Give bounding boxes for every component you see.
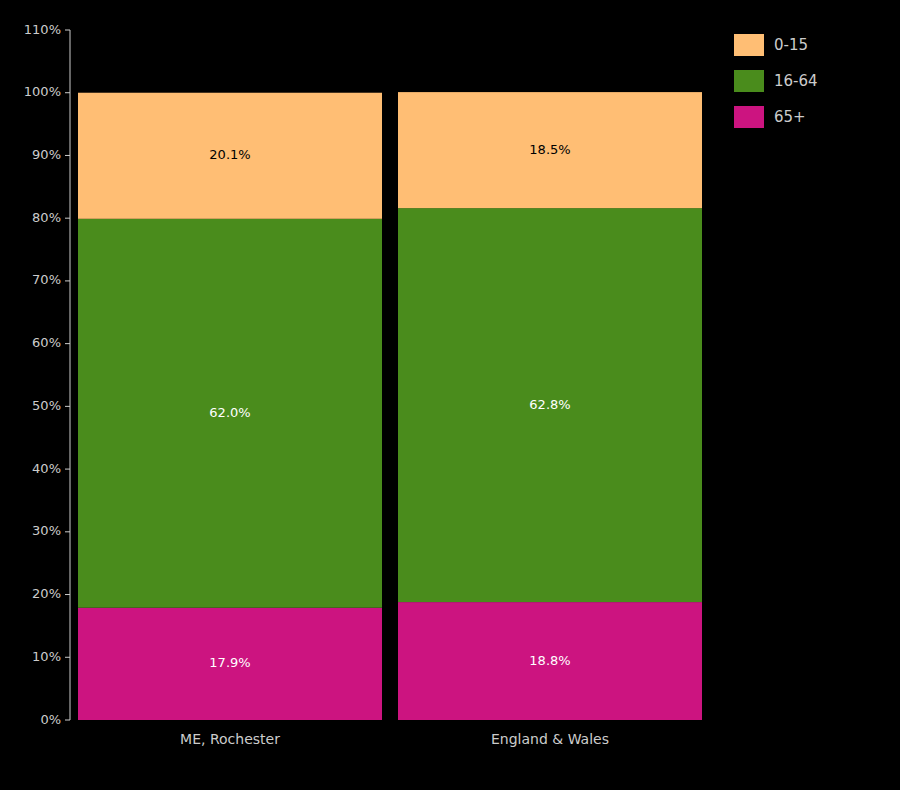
y-tick-label: 30%: [32, 523, 61, 538]
y-tick: [65, 343, 70, 344]
data-label: 62.8%: [529, 397, 570, 412]
y-axis-line: [70, 30, 71, 720]
x-tick-label: England & Wales: [491, 731, 609, 747]
legend-label: 0-15: [774, 36, 808, 54]
y-tick: [65, 469, 70, 470]
x-axis: ME, Rochester England & Wales: [180, 731, 609, 747]
y-tick-label: 80%: [32, 210, 61, 225]
y-axis: 0% 10% 20% 30% 40% 50% 60% 70% 80% 90% 100% 110%: [24, 22, 70, 727]
data-label: 18.8%: [529, 653, 570, 668]
legend-swatch: [734, 70, 764, 92]
y-tick-label: 50%: [32, 398, 61, 413]
y-tick-label: 10%: [32, 649, 61, 664]
bar-segment: [398, 92, 702, 208]
y-tick-label: 40%: [32, 461, 61, 476]
bar-segment: [78, 608, 382, 720]
legend-swatch: [734, 106, 764, 128]
chart: 0% 10% 20% 30% 40% 50% 60% 70% 80% 90% 100% 110% 17.…: [0, 0, 900, 790]
y-tick: [65, 30, 70, 31]
y-tick: [65, 218, 70, 219]
separator: [389, 30, 392, 720]
background: [0, 0, 900, 790]
y-tick-label: 20%: [32, 586, 61, 601]
bar-segment: [398, 602, 702, 720]
data-label: 18.5%: [529, 142, 570, 157]
y-tick: [65, 720, 70, 721]
bar-segment: [78, 219, 382, 608]
bar-segment: [398, 208, 702, 602]
y-tick-label: 0%: [40, 712, 61, 727]
y-tick-label: 100%: [24, 84, 61, 99]
legend-swatch: [734, 34, 764, 56]
y-tick-label: 110%: [24, 22, 61, 37]
y-tick: [65, 657, 70, 658]
y-tick: [65, 280, 70, 281]
y-tick: [65, 594, 70, 595]
y-tick-label: 90%: [32, 147, 61, 162]
x-tick-label: ME, Rochester: [180, 731, 280, 747]
y-tick: [65, 92, 70, 93]
legend: 0-15 16-64 65+: [734, 34, 818, 128]
legend-label: 16-64: [774, 72, 818, 90]
data-label: 20.1%: [209, 147, 250, 162]
data-label: 62.0%: [209, 405, 250, 420]
y-tick: [65, 531, 70, 532]
y-tick-label: 60%: [32, 335, 61, 350]
y-tick-label: 70%: [32, 272, 61, 287]
bar-segment: [78, 93, 382, 219]
data-label: 17.9%: [209, 655, 250, 670]
y-tick: [65, 155, 70, 156]
y-tick: [65, 406, 70, 407]
legend-label: 65+: [774, 108, 806, 126]
